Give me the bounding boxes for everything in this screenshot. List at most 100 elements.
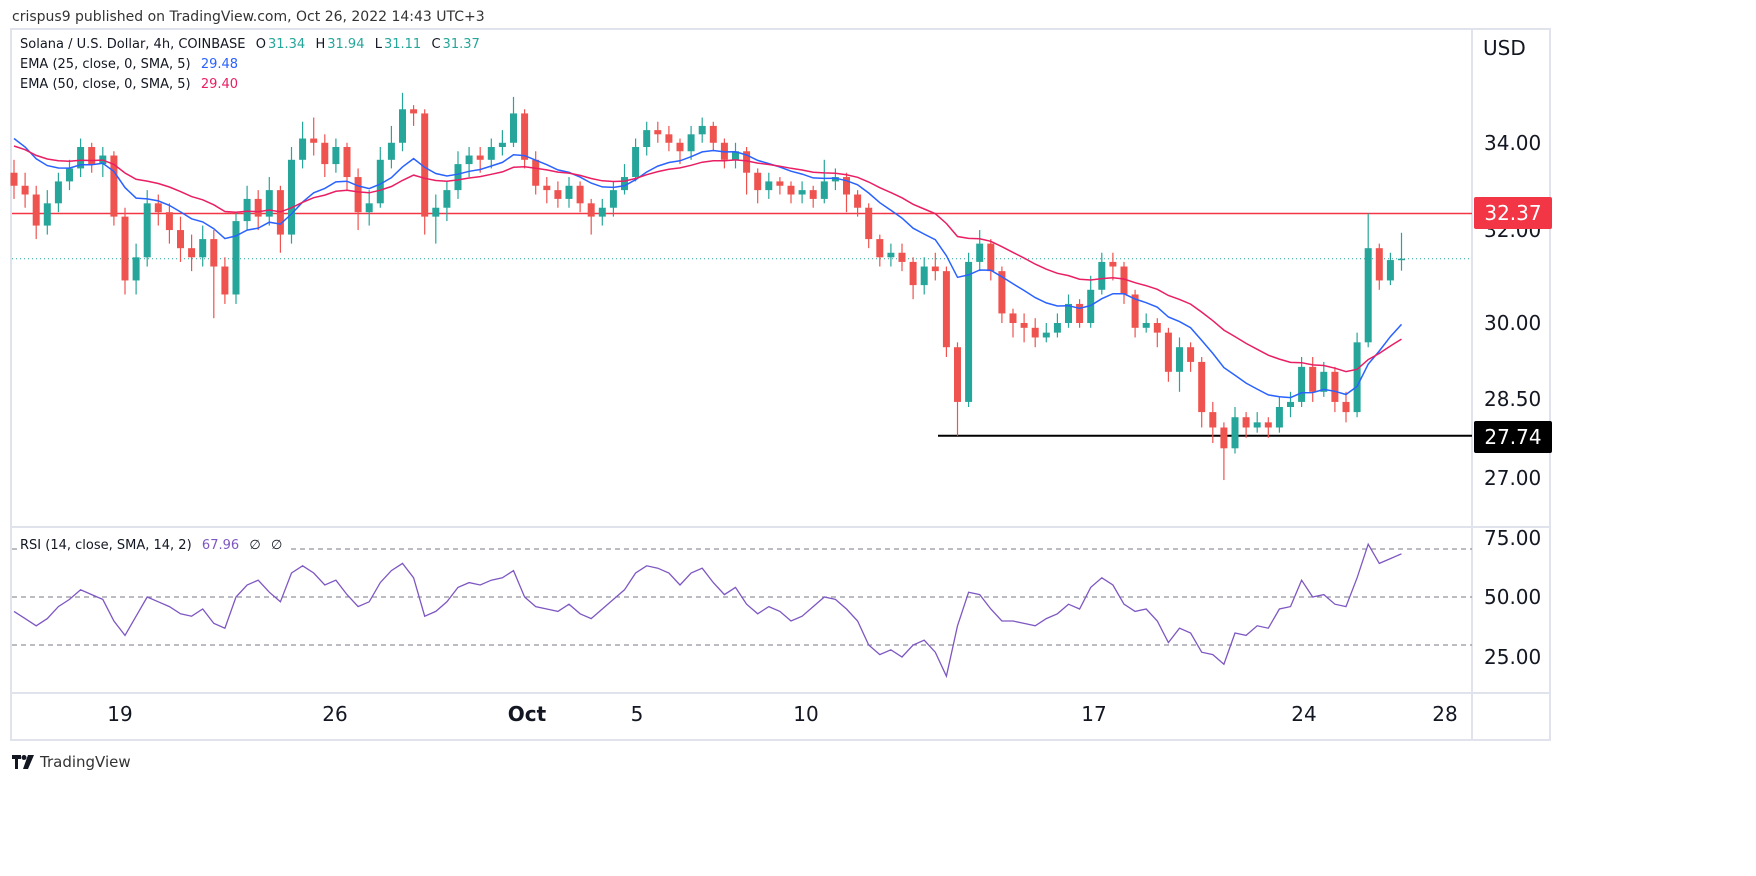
candle-body <box>1231 417 1239 449</box>
candle <box>421 109 429 235</box>
candle-body <box>1386 260 1394 281</box>
candle <box>443 181 451 222</box>
symbol-name[interactable]: Solana / U.S. Dollar, 4h, COINBASE <box>20 37 246 52</box>
candle <box>454 151 462 199</box>
candle <box>709 121 717 152</box>
candle-body <box>77 147 85 169</box>
candle-body <box>1264 422 1272 428</box>
time-tick: 5 <box>630 702 644 726</box>
candle <box>954 342 961 436</box>
candle <box>1209 401 1217 444</box>
candle <box>1176 337 1183 392</box>
time-tick: Oct <box>507 702 547 726</box>
candle-body <box>598 207 606 217</box>
candle-body <box>210 239 218 267</box>
candle <box>1153 318 1161 348</box>
candle-body <box>621 177 628 191</box>
candle-body <box>1375 248 1383 281</box>
tradingview-brand[interactable]: TradingView <box>12 753 131 771</box>
rsi-extra-1: ∅ <box>249 538 261 553</box>
ema50-legend[interactable]: EMA (50, close, 0, SMA, 5) 29.40 <box>20 77 240 92</box>
candle <box>720 138 728 169</box>
candle-body <box>154 203 162 213</box>
candle-body <box>232 221 240 295</box>
candle <box>1053 313 1061 338</box>
candle <box>532 151 540 195</box>
symbol-legend: Solana / U.S. Dollar, 4h, COINBASE O 31.3… <box>20 37 482 52</box>
candle <box>310 117 318 156</box>
candle-body <box>754 172 762 191</box>
candle-body <box>1364 248 1372 343</box>
tradingview-logo-icon <box>12 755 34 769</box>
candle-body <box>543 185 551 191</box>
candle-body <box>1020 323 1028 328</box>
candle <box>77 138 85 178</box>
candle-body <box>177 230 184 249</box>
candle-body <box>809 190 817 199</box>
candle-body <box>1398 258 1405 261</box>
candle-body <box>376 159 384 204</box>
candle-body <box>1076 303 1084 323</box>
candle-body <box>576 185 584 204</box>
ema25-legend[interactable]: EMA (25, close, 0, SMA, 5) 29.48 <box>20 57 240 72</box>
candle-body <box>1242 417 1250 428</box>
candle-body <box>787 185 795 195</box>
candle <box>376 147 384 208</box>
candle <box>1065 294 1072 328</box>
time-tick: 19 <box>107 702 133 726</box>
candle <box>876 234 884 267</box>
rsi-tick: 75.00 <box>1484 526 1542 550</box>
candle-body <box>1098 261 1106 290</box>
candle <box>621 164 628 195</box>
candle-body <box>343 147 351 178</box>
candle-body <box>1120 266 1128 295</box>
candle-body <box>931 266 939 272</box>
candle <box>632 138 640 182</box>
candle <box>521 109 529 169</box>
candle-body <box>1131 294 1139 328</box>
candle <box>554 181 562 208</box>
candle-body <box>743 151 751 173</box>
candle <box>776 177 784 195</box>
candle <box>177 216 184 262</box>
candle-body <box>1209 412 1217 428</box>
candle <box>587 198 595 235</box>
candle-body <box>776 181 784 186</box>
candle-body <box>820 181 828 199</box>
candle <box>1253 412 1261 433</box>
open-value: 31.34 <box>267 37 306 52</box>
candle-body <box>665 134 673 143</box>
candle <box>321 134 329 178</box>
candle <box>265 177 273 226</box>
currency-label: USD <box>1483 36 1526 60</box>
candle <box>1198 356 1206 428</box>
candle-body <box>843 177 850 195</box>
candle <box>199 225 207 267</box>
candle-body <box>1198 361 1206 413</box>
candle <box>576 181 584 213</box>
candle <box>687 125 695 160</box>
candle-body <box>1320 371 1328 392</box>
candle-body <box>798 190 806 195</box>
candle-body <box>998 271 1006 314</box>
candle <box>765 172 773 199</box>
candle-body <box>876 239 884 258</box>
candle <box>10 159 18 199</box>
candle <box>165 203 173 244</box>
candle-body <box>676 142 684 152</box>
candle <box>1220 422 1228 481</box>
candle-body <box>288 159 295 235</box>
candle-body <box>321 142 329 165</box>
candle-body <box>88 147 96 165</box>
candle-body <box>732 151 739 160</box>
candle-body <box>632 147 640 178</box>
candle <box>1375 243 1383 290</box>
rsi-value: 67.96 <box>201 538 240 553</box>
candle <box>1120 261 1128 304</box>
rsi-legend[interactable]: RSI (14, close, SMA, 14, 2) 67.96 ∅ ∅ <box>20 538 289 553</box>
candle-body <box>1331 371 1339 402</box>
candle <box>1020 313 1028 343</box>
candle-body <box>465 155 473 165</box>
candle-body <box>443 190 451 208</box>
